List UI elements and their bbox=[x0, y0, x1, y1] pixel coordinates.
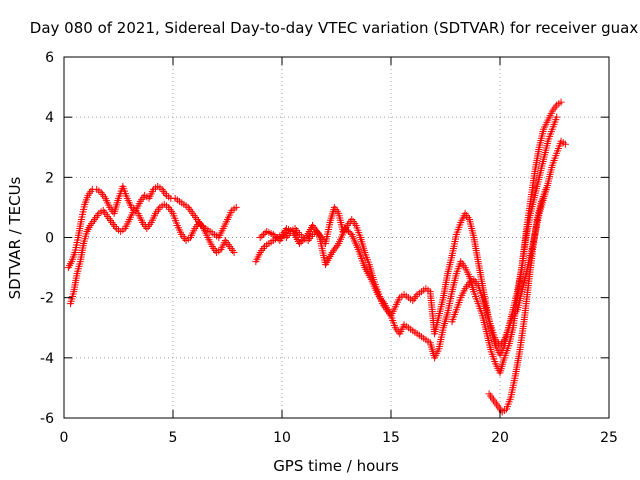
data-point bbox=[297, 238, 305, 246]
data-point bbox=[269, 230, 277, 238]
data-point bbox=[557, 98, 565, 106]
data-point bbox=[329, 247, 337, 255]
axes: 0 5 10 15 20 25 -6 -4 -2 0 2 4 6 bbox=[40, 50, 618, 446]
y-tick-label: 4 bbox=[45, 110, 54, 126]
data-point bbox=[314, 229, 322, 237]
data-point bbox=[259, 230, 267, 238]
data-point bbox=[375, 292, 383, 300]
data-point bbox=[328, 249, 336, 257]
series-track-d bbox=[256, 98, 565, 377]
data-point bbox=[258, 232, 266, 240]
data-point bbox=[312, 227, 320, 235]
data-point bbox=[331, 245, 339, 253]
y-tick-label: -2 bbox=[40, 291, 54, 307]
x-tick-label: 5 bbox=[169, 430, 178, 446]
x-tick-label: 15 bbox=[382, 430, 400, 446]
y-tick-label: -6 bbox=[40, 411, 54, 427]
data-point bbox=[310, 223, 318, 231]
data-point bbox=[311, 225, 319, 233]
series-track-c bbox=[252, 137, 569, 359]
series-track-f bbox=[485, 185, 550, 416]
data-point bbox=[542, 185, 550, 193]
data-point bbox=[309, 221, 317, 229]
data-point bbox=[295, 240, 303, 248]
data-point bbox=[230, 249, 238, 257]
y-tick-label: 6 bbox=[45, 50, 54, 66]
x-tick-label: 25 bbox=[600, 430, 618, 446]
data-point bbox=[343, 226, 351, 234]
x-tick-label: 10 bbox=[273, 430, 291, 446]
series-track-a bbox=[64, 182, 240, 272]
data-point bbox=[271, 232, 279, 240]
data-point bbox=[300, 235, 308, 243]
data-points bbox=[64, 98, 569, 416]
data-point bbox=[256, 234, 264, 241]
data-point bbox=[332, 243, 340, 251]
data-point bbox=[561, 140, 569, 148]
data-point bbox=[553, 113, 561, 121]
x-tick-label: 20 bbox=[491, 430, 509, 446]
data-point bbox=[379, 298, 387, 306]
data-point bbox=[341, 224, 349, 232]
y-axis-label: SDTVAR / TECUs bbox=[6, 176, 24, 299]
data-point bbox=[232, 203, 240, 211]
data-point bbox=[377, 294, 385, 302]
plot-frame bbox=[63, 56, 610, 419]
data-point bbox=[346, 229, 354, 237]
data-point bbox=[273, 234, 281, 241]
data-point bbox=[333, 241, 341, 249]
x-tick-label: 0 bbox=[60, 430, 69, 446]
data-point bbox=[299, 237, 307, 245]
series-track-e bbox=[448, 113, 561, 350]
data-point bbox=[261, 229, 269, 237]
data-point bbox=[374, 291, 382, 299]
y-tick-label: -4 bbox=[40, 351, 54, 367]
x-axis-label: GPS time / hours bbox=[273, 457, 399, 475]
y-tick-label: 2 bbox=[45, 170, 54, 186]
y-tick-label: 0 bbox=[45, 231, 54, 247]
data-point bbox=[344, 227, 352, 235]
chart-title: Day 080 of 2021, Sidereal Day-to-day VTE… bbox=[30, 19, 639, 37]
data-point bbox=[378, 296, 386, 304]
series-track-b bbox=[67, 200, 238, 308]
grid-lines bbox=[64, 57, 609, 418]
